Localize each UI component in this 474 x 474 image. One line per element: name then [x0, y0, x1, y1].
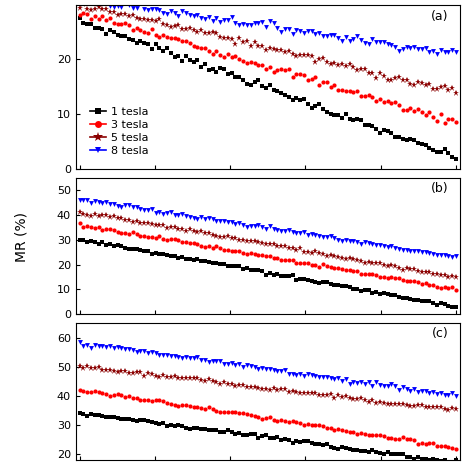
- Text: (a): (a): [431, 9, 448, 23]
- Text: MR (%): MR (%): [14, 212, 28, 262]
- Text: (c): (c): [431, 327, 448, 340]
- Legend: 1 tesla, 3 tesla, 5 tesla, 8 tesla: 1 tesla, 3 tesla, 5 tesla, 8 tesla: [85, 103, 153, 160]
- Text: (b): (b): [431, 182, 448, 195]
